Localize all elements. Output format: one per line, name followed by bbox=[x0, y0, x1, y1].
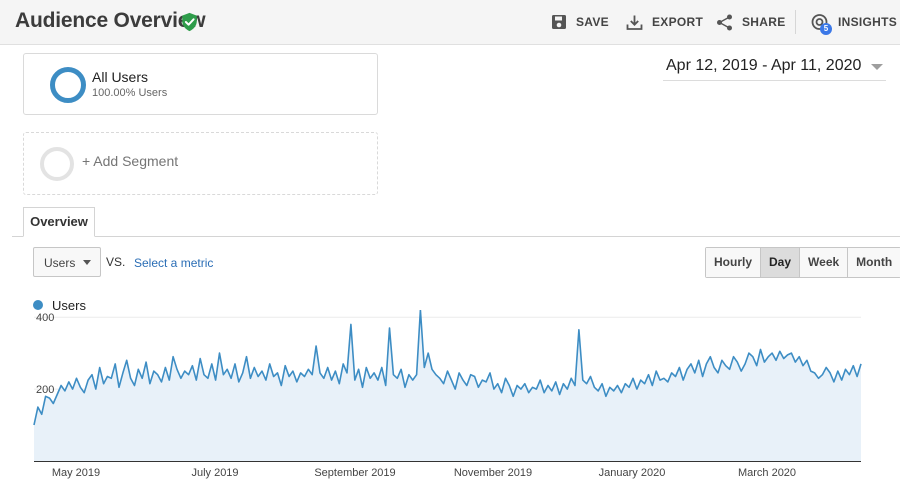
segment-color-ring-icon bbox=[50, 67, 86, 103]
add-segment-button[interactable]: + Add Segment bbox=[23, 132, 378, 195]
empty-segment-ring-icon bbox=[40, 147, 74, 181]
x-tick-label: September 2019 bbox=[314, 467, 395, 479]
verified-shield-icon bbox=[182, 12, 197, 32]
metric-dropdown[interactable]: Users bbox=[33, 247, 101, 277]
legend-dot-icon bbox=[33, 300, 43, 310]
date-range-text: Apr 12, 2019 - Apr 11, 2020 bbox=[666, 57, 862, 74]
page-title: Audience Overview bbox=[15, 9, 206, 32]
export-button[interactable]: EXPORT bbox=[626, 12, 703, 32]
x-tick-label: March 2020 bbox=[738, 467, 796, 479]
granularity-month-button[interactable]: Month bbox=[848, 248, 900, 277]
series-area bbox=[34, 310, 861, 461]
insights-button[interactable]: INSIGHTS bbox=[810, 12, 897, 32]
x-tick-label: November 2019 bbox=[454, 467, 532, 479]
insights-badge: 5 bbox=[820, 23, 832, 35]
x-tick-label: January 2020 bbox=[599, 467, 666, 479]
share-button[interactable]: SHARE bbox=[716, 12, 786, 32]
toolbar-divider bbox=[795, 10, 796, 34]
granularity-toggle: Hourly Day Week Month bbox=[705, 247, 900, 278]
dropdown-caret-icon bbox=[871, 64, 883, 70]
metric-dropdown-label: Users bbox=[44, 256, 76, 270]
save-icon bbox=[552, 15, 566, 29]
top-toolbar: Audience Overview SAVE EXPORT SHARE bbox=[0, 0, 900, 45]
x-tick-label: May 2019 bbox=[52, 467, 100, 479]
chevron-down-icon bbox=[83, 260, 91, 265]
add-segment-label: + Add Segment bbox=[82, 153, 179, 169]
insights-icon bbox=[811, 13, 828, 30]
users-chart: 400 200 May 2019 July 2019 September 2019 Nov… bbox=[33, 310, 862, 479]
export-icon bbox=[626, 15, 643, 30]
chart-legend: Users bbox=[33, 297, 86, 313]
legend-series-name: Users bbox=[52, 297, 86, 313]
select-metric-link[interactable]: Select a metric bbox=[134, 256, 214, 270]
y-tick-label: 400 bbox=[36, 312, 54, 324]
share-icon bbox=[717, 14, 732, 30]
share-label: SHARE bbox=[742, 15, 786, 29]
y-tick-label: 200 bbox=[36, 384, 54, 396]
vs-label: VS. bbox=[106, 255, 126, 269]
date-range-picker[interactable]: Apr 12, 2019 - Apr 11, 2020 bbox=[663, 54, 886, 81]
series-line bbox=[33, 310, 862, 426]
insights-label: INSIGHTS bbox=[838, 15, 898, 29]
granularity-hourly-button[interactable]: Hourly bbox=[706, 248, 762, 277]
save-label: SAVE bbox=[576, 15, 609, 29]
save-button[interactable]: SAVE bbox=[551, 12, 609, 32]
granularity-day-button[interactable]: Day bbox=[761, 248, 801, 277]
x-tick-label: July 2019 bbox=[191, 467, 238, 479]
tab-divider bbox=[12, 236, 900, 237]
granularity-week-button[interactable]: Week bbox=[800, 248, 849, 277]
segment-all-users[interactable]: All Users 100.00% Users bbox=[23, 53, 378, 115]
export-label: EXPORT bbox=[652, 15, 704, 29]
segment-name: All Users bbox=[92, 69, 149, 85]
tab-overview[interactable]: Overview bbox=[23, 207, 95, 237]
segment-percentage: 100.00% Users bbox=[92, 87, 168, 99]
